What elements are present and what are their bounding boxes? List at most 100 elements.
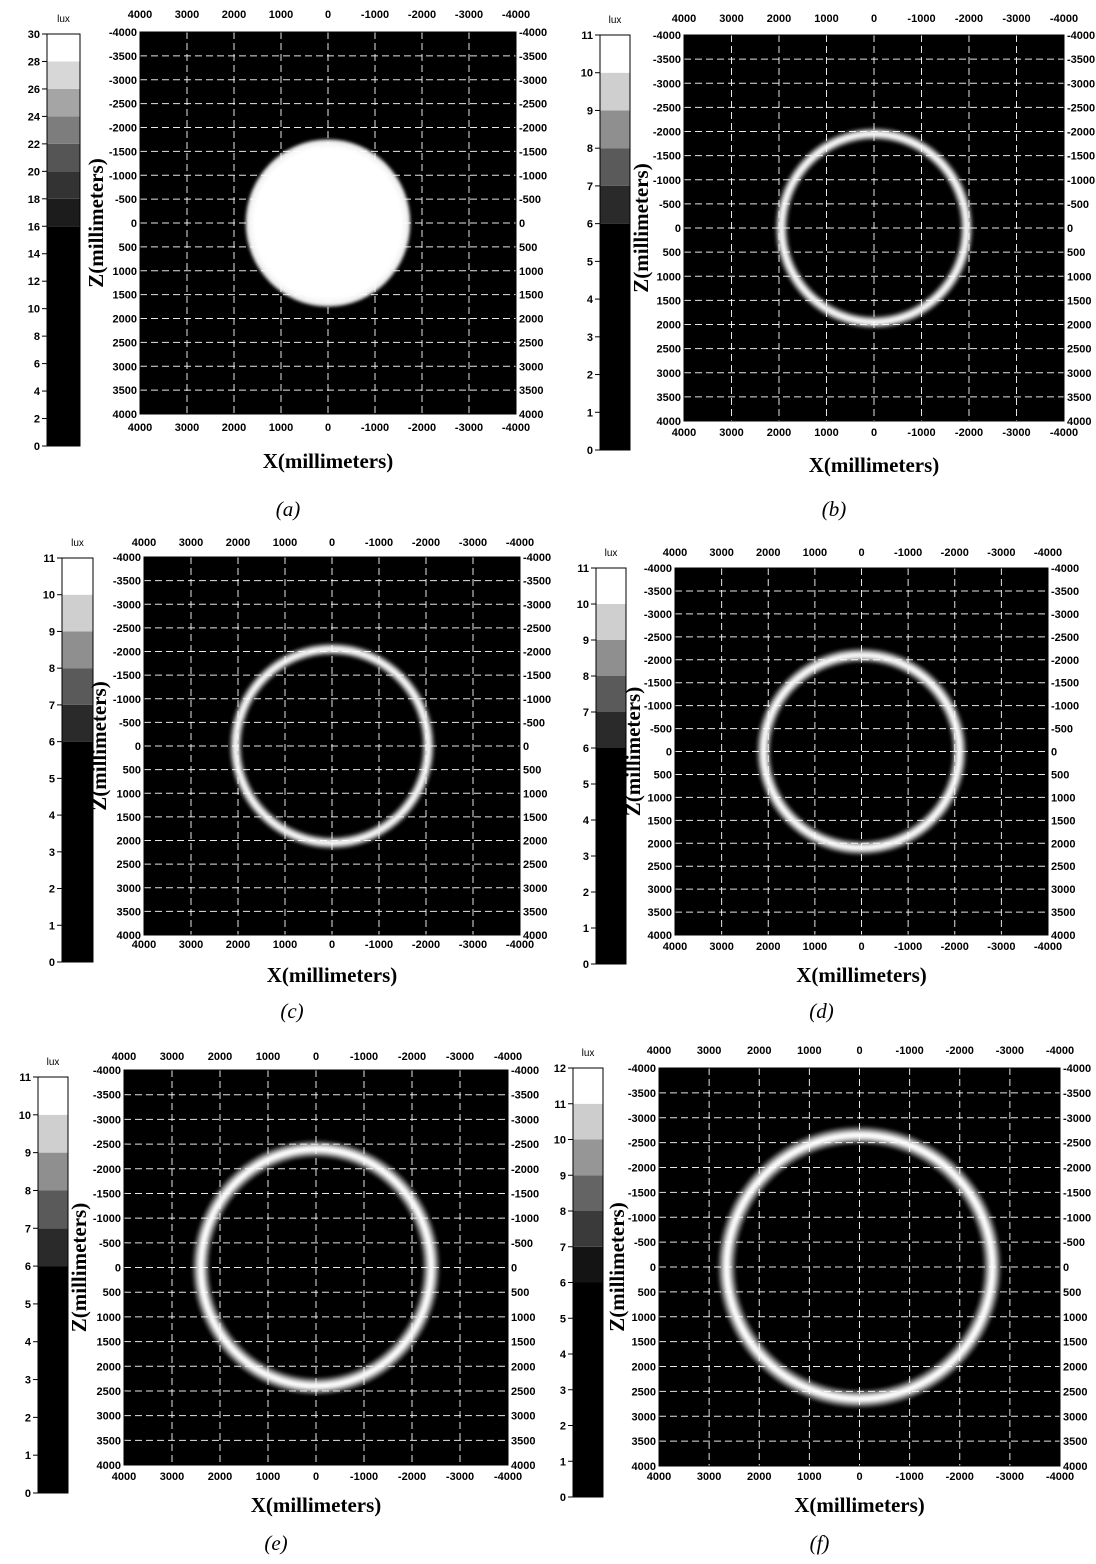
x-tick-label-bottom: -1000 xyxy=(361,422,389,434)
y-tick-label-left: -1000 xyxy=(653,175,681,187)
y-tick-label-left: -3500 xyxy=(644,586,672,598)
y-tick-label-right: 500 xyxy=(511,1287,529,1299)
colorbar-tick-label: 10 xyxy=(28,304,40,316)
colorbar-tick-label: 12 xyxy=(554,1063,566,1075)
y-tick-label-left: 500 xyxy=(638,1287,656,1299)
colorbar-tick-label: 4 xyxy=(34,386,41,398)
y-tick-label-right: -3000 xyxy=(523,599,551,611)
colorbar-tick-label: 6 xyxy=(25,1261,31,1273)
y-axis-title: Z(millimeters) xyxy=(605,1202,629,1331)
colorbar-tick-label: 6 xyxy=(560,1278,566,1290)
x-tick-label-bottom: 3000 xyxy=(697,1471,721,1483)
x-tick-label-top: -4000 xyxy=(502,9,530,21)
colorbar-band xyxy=(47,34,80,62)
y-tick-label-left: -3000 xyxy=(628,1113,656,1125)
y-tick-label-left: 2500 xyxy=(632,1386,656,1398)
y-tick-label-right: 1500 xyxy=(511,1337,535,1349)
y-tick-label-right: -2000 xyxy=(1067,127,1095,139)
colorbar-tick-label: 2 xyxy=(49,884,55,896)
y-tick-label-right: -500 xyxy=(1051,724,1073,736)
x-axis-title: X(millimeters) xyxy=(794,1493,925,1517)
y-tick-label-right: 500 xyxy=(519,242,537,254)
y-tick-label-left: 3500 xyxy=(117,906,141,918)
colorbar-tick-label: 2 xyxy=(34,414,40,426)
panel-caption: (c) xyxy=(280,999,303,1023)
y-tick-label-right: 500 xyxy=(523,765,541,777)
y-tick-label-left: -3000 xyxy=(113,599,141,611)
x-tick-label-bottom: 1000 xyxy=(814,427,838,439)
y-tick-label-left: 3000 xyxy=(657,368,681,380)
y-tick-label-left: -3500 xyxy=(628,1088,656,1100)
y-tick-label-right: -1500 xyxy=(1063,1187,1091,1199)
y-tick-label-left: 500 xyxy=(654,769,672,781)
x-tick-label-bottom: 1000 xyxy=(803,941,827,953)
y-tick-label-left: 2500 xyxy=(657,344,681,356)
y-tick-label-right: -1000 xyxy=(523,694,551,706)
colorbar-tick-label: 6 xyxy=(49,737,55,749)
y-tick-label-right: 2000 xyxy=(1067,320,1091,332)
y-tick-label-right: -2000 xyxy=(511,1164,539,1176)
y-tick-label-right: -500 xyxy=(523,717,545,729)
x-tick-label-top: -2000 xyxy=(408,9,436,21)
x-tick-label-bottom: -3000 xyxy=(446,1471,474,1483)
colorbar-band xyxy=(47,143,80,172)
y-tick-label-left: 1000 xyxy=(117,788,141,800)
x-tick-label-bottom: 2000 xyxy=(747,1471,771,1483)
y-tick-label-right: -4000 xyxy=(1051,563,1079,575)
colorbar-tick-label: 6 xyxy=(583,743,589,755)
colorbar-unit: lux xyxy=(609,15,622,26)
x-tick-label-bottom: 3000 xyxy=(179,939,203,951)
x-tick-label-bottom: -2000 xyxy=(946,1471,974,1483)
x-tick-label-top: 2000 xyxy=(756,547,780,559)
colorbar-band xyxy=(596,604,626,640)
x-tick-label-top: -3000 xyxy=(987,547,1015,559)
y-tick-label-left: 2000 xyxy=(117,836,141,848)
colorbar-tick-label: 5 xyxy=(49,773,55,785)
plot-frame xyxy=(658,1067,1061,1467)
colorbar-tick-label: 5 xyxy=(587,256,593,268)
y-tick-label-right: 4000 xyxy=(523,930,547,942)
x-tick-label-top: -3000 xyxy=(455,9,483,21)
x-tick-label-bottom: 0 xyxy=(313,1471,319,1483)
y-tick-label-left: -2000 xyxy=(93,1164,121,1176)
x-tick-label-top: 4000 xyxy=(663,547,687,559)
y-tick-label-right: -2500 xyxy=(511,1139,539,1151)
y-tick-label-left: -2000 xyxy=(109,123,137,135)
y-axis-title: Z(millimeters) xyxy=(621,687,645,816)
x-tick-label-top: 3000 xyxy=(160,1051,184,1063)
y-tick-label-left: 3000 xyxy=(632,1411,656,1423)
colorbar-tick-label: 10 xyxy=(43,590,55,602)
y-tick-label-left: -1500 xyxy=(113,670,141,682)
y-tick-label-left: 2500 xyxy=(648,861,672,873)
colorbar-band xyxy=(38,1152,68,1191)
x-tick-label-bottom: -3000 xyxy=(455,422,483,434)
x-axis-title: X(millimeters) xyxy=(796,963,927,987)
y-tick-label-left: 3000 xyxy=(648,884,672,896)
x-tick-label-top: 1000 xyxy=(256,1051,280,1063)
y-tick-label-left: 2000 xyxy=(657,320,681,332)
y-tick-label-right: 1000 xyxy=(523,788,547,800)
colorbar-tick-label: 8 xyxy=(587,143,593,155)
colorbar-band xyxy=(47,61,80,89)
x-tick-label-bottom: -4000 xyxy=(506,939,534,951)
y-tick-label-right: 3000 xyxy=(1067,368,1091,380)
y-tick-label-left: 3000 xyxy=(97,1411,121,1423)
y-tick-label-right: 2000 xyxy=(1063,1362,1087,1374)
y-tick-label-right: -2500 xyxy=(1067,102,1095,114)
colorbar-band xyxy=(38,1228,68,1267)
colorbar-tick-label: 0 xyxy=(583,959,589,971)
y-tick-label-right: -1000 xyxy=(1051,701,1079,713)
y-tick-label-left: 1500 xyxy=(117,812,141,824)
x-tick-label-bottom: 0 xyxy=(856,1471,862,1483)
y-tick-label-left: 3500 xyxy=(632,1436,656,1448)
y-tick-label-right: 2000 xyxy=(523,836,547,848)
x-tick-label-top: 0 xyxy=(871,13,877,25)
x-tick-label-top: 3000 xyxy=(709,547,733,559)
y-tick-label-right: 1000 xyxy=(519,266,543,278)
colorbar-band xyxy=(47,171,80,199)
y-tick-label-left: 2000 xyxy=(648,838,672,850)
